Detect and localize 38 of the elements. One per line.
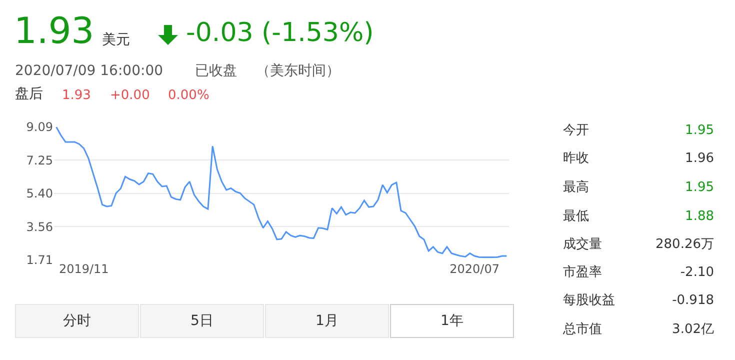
text: 0.00% (168, 88, 210, 103)
text: 成交量 (563, 237, 602, 252)
text: 1年 (390, 304, 514, 338)
text: 1.96 (685, 151, 714, 166)
text: 5日 (140, 304, 264, 338)
text: 1.93 (14, 11, 94, 52)
text: 1.88 (685, 209, 714, 224)
text: 市盈率 (563, 265, 602, 280)
text: 今开 (563, 123, 589, 138)
text: （美东时间） (256, 63, 340, 79)
text: 美元 (102, 32, 130, 48)
text: 已收盘 (195, 63, 237, 79)
text: 2020/07/09 16:00:00 (15, 63, 164, 79)
line-series (56, 127, 508, 258)
text: -0.918 (672, 293, 714, 308)
text: 昨收 (563, 151, 589, 166)
text: 3.02亿 (672, 322, 714, 337)
text: 最高 (563, 180, 589, 195)
text: 1月 (265, 304, 389, 338)
text: -0.03 (-1.53%) (186, 18, 374, 48)
y-tick-label: 9.09 (26, 120, 53, 134)
text: 盘后 (15, 86, 43, 102)
y-tick-label: 7.25 (26, 153, 53, 168)
text: 每股收益 (563, 293, 615, 308)
text: 总市值 (563, 322, 602, 337)
text: -2.10 (680, 265, 714, 280)
y-tick-label: 5.40 (26, 186, 53, 201)
y-tick-label: 3.56 (26, 220, 53, 234)
text: 1.93 (62, 88, 91, 103)
text: +0.00 (110, 88, 150, 103)
text: 1.95 (685, 123, 714, 138)
text: 最低 (563, 209, 589, 224)
text: 1.95 (685, 180, 714, 195)
text: 分时 (15, 304, 139, 338)
y-tick-label: 1.71 (26, 253, 53, 268)
text: 280.26万 (656, 237, 714, 252)
x-tick-label: 2020/07 (450, 262, 500, 276)
x-tick-label: 2019/11 (58, 262, 109, 276)
